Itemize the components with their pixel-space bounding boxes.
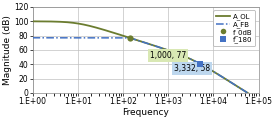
Y-axis label: Magnitude (dB): Magnitude (dB)	[4, 15, 12, 85]
Text: 1,000, 77: 1,000, 77	[150, 51, 186, 60]
Text: 3,332, 58: 3,332, 58	[174, 64, 210, 73]
X-axis label: Frequency: Frequency	[122, 108, 169, 117]
Legend: A_OL, A_FB, f_0dB, f_180: A_OL, A_FB, f_0dB, f_180	[213, 10, 255, 46]
